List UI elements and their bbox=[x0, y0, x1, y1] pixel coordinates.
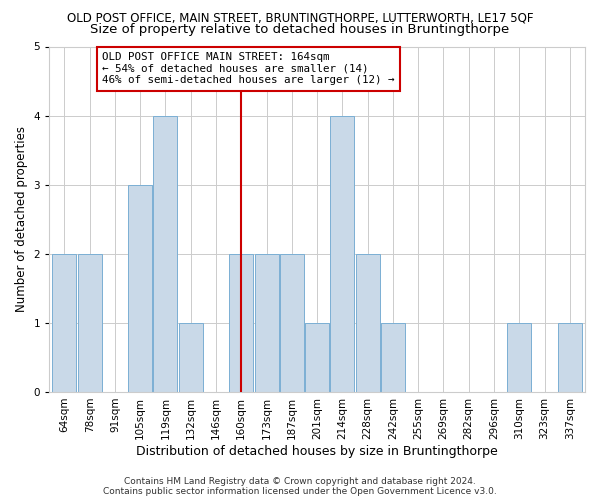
Bar bbox=[331, 116, 355, 392]
Bar bbox=[179, 323, 203, 392]
X-axis label: Distribution of detached houses by size in Bruntingthorpe: Distribution of detached houses by size … bbox=[136, 444, 498, 458]
Bar bbox=[507, 323, 531, 392]
Bar bbox=[77, 254, 101, 392]
Bar bbox=[229, 254, 253, 392]
Y-axis label: Number of detached properties: Number of detached properties bbox=[15, 126, 28, 312]
Bar bbox=[154, 116, 178, 392]
Text: Size of property relative to detached houses in Bruntingthorpe: Size of property relative to detached ho… bbox=[91, 22, 509, 36]
Bar bbox=[305, 323, 329, 392]
Bar bbox=[381, 323, 405, 392]
Bar bbox=[280, 254, 304, 392]
Text: OLD POST OFFICE, MAIN STREET, BRUNTINGTHORPE, LUTTERWORTH, LE17 5QF: OLD POST OFFICE, MAIN STREET, BRUNTINGTH… bbox=[67, 12, 533, 24]
Bar bbox=[254, 254, 278, 392]
Bar bbox=[128, 184, 152, 392]
Bar bbox=[558, 323, 582, 392]
Text: OLD POST OFFICE MAIN STREET: 164sqm
← 54% of detached houses are smaller (14)
46: OLD POST OFFICE MAIN STREET: 164sqm ← 54… bbox=[102, 52, 395, 85]
Bar bbox=[52, 254, 76, 392]
Text: Contains HM Land Registry data © Crown copyright and database right 2024.
Contai: Contains HM Land Registry data © Crown c… bbox=[103, 476, 497, 496]
Bar bbox=[356, 254, 380, 392]
